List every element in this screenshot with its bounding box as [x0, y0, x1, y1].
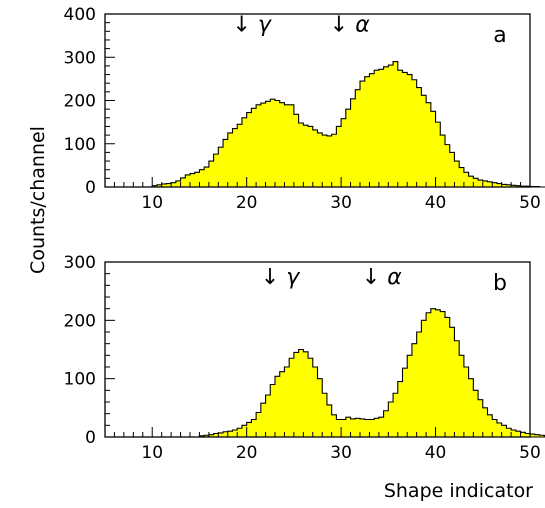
- y-tick-label: 300: [64, 253, 96, 273]
- x-axis-label: Shape indicator: [384, 480, 533, 502]
- panel-letter: a: [493, 23, 506, 48]
- x-tick-label: 40: [425, 443, 447, 463]
- x-tick-label: 10: [141, 443, 163, 463]
- x-tick-label: 50: [519, 443, 541, 463]
- histogram-bars: [105, 61, 545, 188]
- x-tick-label: 40: [425, 193, 447, 213]
- y-tick-label: 200: [64, 92, 96, 112]
- y-tick-label: 200: [64, 311, 96, 331]
- peak-annotation: ↓ α: [330, 12, 370, 37]
- x-tick-label: 50: [519, 193, 541, 213]
- y-tick-label: 300: [64, 48, 96, 68]
- histogram-bars: [105, 308, 545, 438]
- plot-frame: [104, 261, 531, 438]
- peak-annotation: ↓ γ: [261, 265, 300, 290]
- panel-letter: b: [493, 271, 507, 296]
- y-tick-label: 100: [64, 135, 96, 155]
- y-axis-label: Counts/channel: [27, 126, 49, 274]
- y-tick-label: 400: [64, 5, 96, 25]
- x-tick-label: 30: [330, 193, 352, 213]
- y-tick-label: 100: [64, 370, 96, 390]
- y-tick-label: 0: [85, 178, 96, 198]
- x-tick-label: 20: [236, 443, 258, 463]
- x-tick-label: 20: [236, 193, 258, 213]
- y-tick-label: 0: [85, 428, 96, 448]
- peak-annotation: ↓ γ: [233, 12, 272, 37]
- histogram-panel-a: 10 20 30 40 50 0 100 200 300 400 a ↓ γ ↓ α: [64, 5, 545, 213]
- peak-annotation: ↓ α: [362, 265, 402, 290]
- histogram-panel-b: 10 20 30 40 50 0 100 200 300 b ↓ γ ↓ α: [64, 253, 545, 463]
- x-tick-label: 10: [141, 193, 163, 213]
- x-tick-label: 30: [330, 443, 352, 463]
